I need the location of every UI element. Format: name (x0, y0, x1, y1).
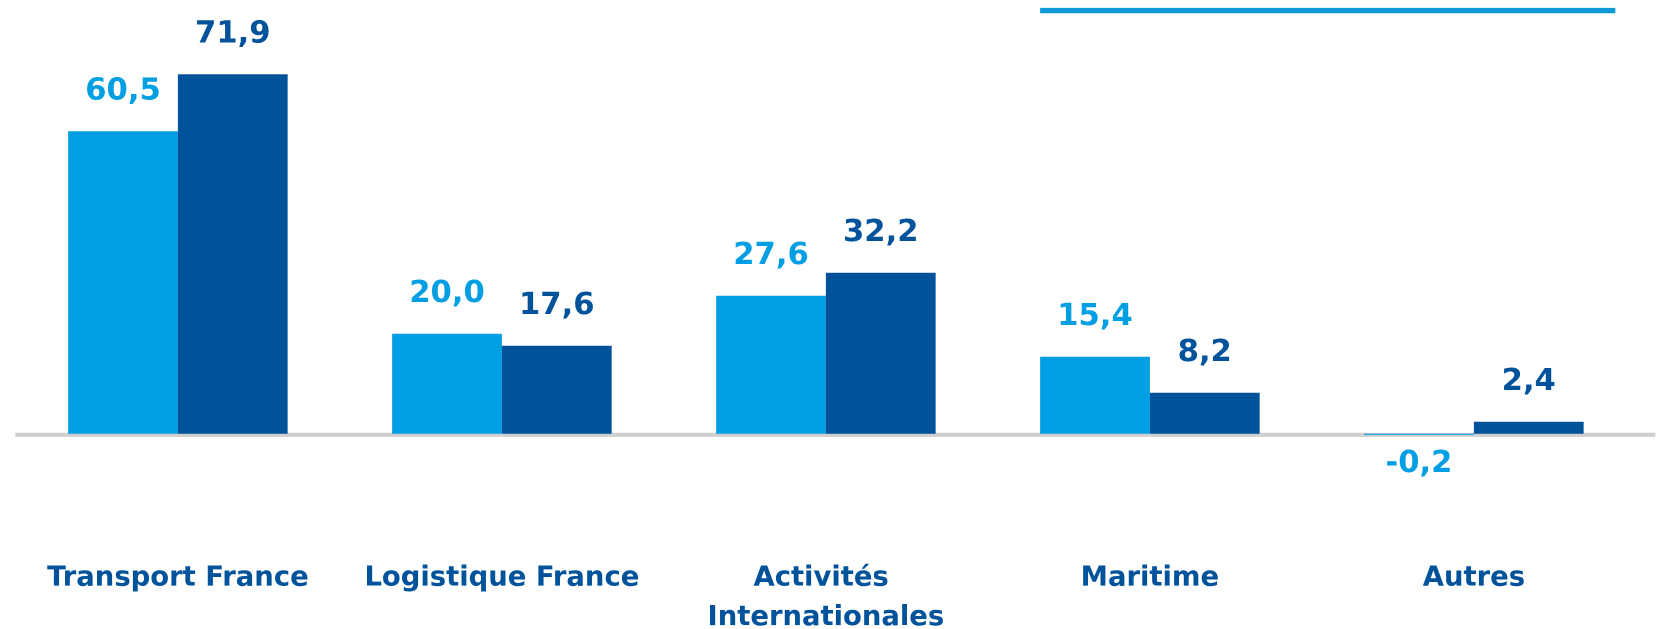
bar (177, 74, 288, 434)
x-tick-label: Logistique France (364, 562, 639, 593)
value-label: 15,4 (1057, 298, 1132, 333)
x-tick-label: Autres (1423, 562, 1525, 593)
bar (1040, 356, 1150, 434)
value-label: 71,9 (195, 16, 270, 51)
value-label: 8,2 (1178, 334, 1232, 369)
x-tick-label: Maritime (1081, 562, 1219, 593)
x-tick-label: Activités Internationales (708, 562, 945, 629)
bar (501, 345, 612, 434)
value-label: 20,0 (409, 275, 484, 310)
value-label: -0,2 (1386, 445, 1453, 480)
bar (68, 131, 178, 434)
bar (1364, 433, 1474, 435)
bar (716, 295, 826, 434)
bar (1473, 421, 1584, 434)
bar (1149, 392, 1260, 434)
value-label: 17,6 (519, 287, 594, 322)
bar (392, 333, 502, 434)
value-label: 2,4 (1502, 363, 1556, 398)
value-label: 60,5 (85, 73, 160, 108)
x-tick-label: Transport France (47, 562, 309, 593)
bar (825, 272, 936, 434)
value-label: 32,2 (843, 214, 918, 249)
value-label: 27,6 (733, 237, 808, 272)
